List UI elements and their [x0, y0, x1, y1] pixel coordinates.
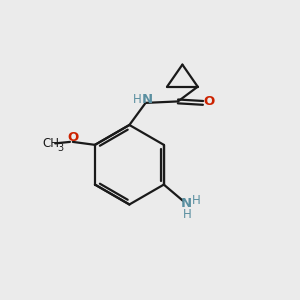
Text: H: H [132, 93, 141, 106]
Text: 3: 3 [57, 143, 63, 153]
Text: N: N [180, 197, 191, 210]
Text: O: O [67, 131, 79, 144]
Text: H: H [192, 194, 201, 207]
Text: H: H [183, 208, 192, 221]
Text: N: N [142, 93, 153, 106]
Text: O: O [204, 95, 215, 108]
Text: CH: CH [42, 137, 59, 150]
